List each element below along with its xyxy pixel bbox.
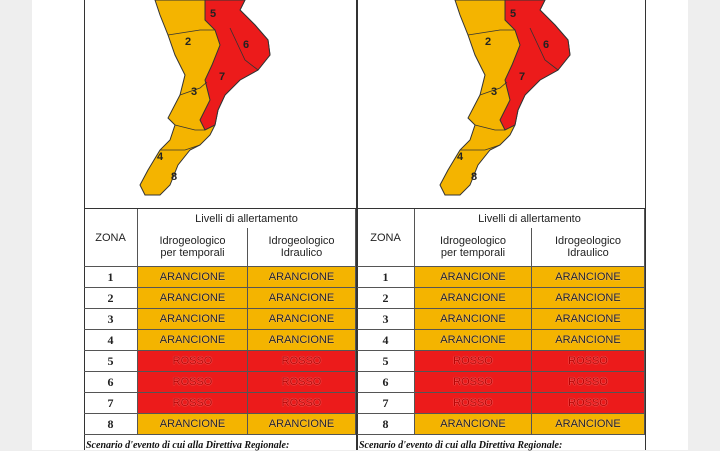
panel-border bbox=[356, 0, 357, 450]
level-cell: ARANCIONE bbox=[248, 330, 356, 351]
level-cell: ROSSO bbox=[248, 351, 356, 372]
zone-cell: 1 bbox=[357, 267, 415, 288]
level-cell: ROSSO bbox=[532, 351, 645, 372]
map-label: 4 bbox=[457, 151, 464, 163]
level-cell: ROSSO bbox=[532, 393, 645, 414]
table-top bbox=[357, 208, 645, 209]
zone-cell: 7 bbox=[84, 393, 138, 414]
level-cell: ARANCIONE bbox=[532, 309, 645, 330]
map-label: 7 bbox=[519, 71, 525, 83]
levels-header: Livelli di allertamento bbox=[415, 209, 645, 228]
table-top bbox=[84, 208, 356, 209]
footer-text: Scenario d'evento di cui alla Direttiva … bbox=[359, 440, 563, 451]
level-cell: ARANCIONE bbox=[415, 414, 532, 435]
map-label: 8 bbox=[171, 171, 177, 183]
column-header: Idrogeologico per temporali bbox=[138, 228, 248, 267]
zone-cell: 5 bbox=[84, 351, 138, 372]
level-cell: ARANCIONE bbox=[248, 267, 356, 288]
zone-border bbox=[460, 144, 501, 151]
zone-header: ZONA bbox=[84, 209, 138, 267]
zone-border bbox=[174, 124, 205, 131]
map-label: 6 bbox=[543, 39, 549, 51]
level-cell: ARANCIONE bbox=[415, 267, 532, 288]
zone-cell: 6 bbox=[84, 372, 138, 393]
level-cell: ROSSO bbox=[415, 351, 532, 372]
map-label: 8 bbox=[471, 171, 477, 183]
level-cell: ARANCIONE bbox=[138, 414, 248, 435]
footer-text: Scenario d'evento di cui alla Direttiva … bbox=[86, 440, 290, 451]
map-label: 3 bbox=[491, 86, 497, 98]
zone-cell: 1 bbox=[84, 267, 138, 288]
zone-cell: 3 bbox=[84, 309, 138, 330]
level-cell: ROSSO bbox=[138, 351, 248, 372]
zone-border bbox=[474, 124, 505, 131]
zone-cell: 5 bbox=[357, 351, 415, 372]
zone-cell: 2 bbox=[357, 288, 415, 309]
map-label: 2 bbox=[485, 36, 491, 48]
panel-border bbox=[645, 0, 646, 450]
zone-cell: 2 bbox=[84, 288, 138, 309]
zone-cell: 4 bbox=[84, 330, 138, 351]
zone-border bbox=[167, 29, 215, 36]
map-label: 7 bbox=[219, 71, 225, 83]
zone-border bbox=[479, 81, 508, 96]
level-cell: ARANCIONE bbox=[532, 267, 645, 288]
level-cell: ARANCIONE bbox=[138, 309, 248, 330]
map-label: 5 bbox=[510, 8, 516, 20]
level-cell: ARANCIONE bbox=[138, 330, 248, 351]
levels-header: Livelli di allertamento bbox=[138, 209, 356, 228]
panel-border bbox=[357, 0, 358, 450]
level-cell: ROSSO bbox=[532, 372, 645, 393]
level-cell: ARANCIONE bbox=[532, 414, 645, 435]
level-cell: ARANCIONE bbox=[248, 414, 356, 435]
zone-cell: 8 bbox=[84, 414, 138, 435]
level-cell: ROSSO bbox=[248, 393, 356, 414]
level-cell: ROSSO bbox=[138, 372, 248, 393]
zone-border bbox=[179, 81, 208, 96]
zone-border bbox=[467, 29, 515, 36]
map-region-red bbox=[499, 0, 571, 131]
level-cell: ARANCIONE bbox=[532, 288, 645, 309]
zone-cell: 7 bbox=[357, 393, 415, 414]
level-cell: ARANCIONE bbox=[415, 330, 532, 351]
map-region-red bbox=[199, 0, 271, 131]
panel-border bbox=[84, 0, 85, 450]
zone-header: ZONA bbox=[357, 209, 415, 267]
level-cell: ARANCIONE bbox=[138, 288, 248, 309]
level-cell: ARANCIONE bbox=[415, 288, 532, 309]
column-header: Idrogeologico per temporali bbox=[415, 228, 532, 267]
map-label: 6 bbox=[243, 39, 249, 51]
map-label: 4 bbox=[157, 151, 164, 163]
zone-border bbox=[160, 144, 201, 151]
level-cell: ARANCIONE bbox=[415, 309, 532, 330]
column-header: Idrogeologico Idraulico bbox=[532, 228, 645, 267]
level-cell: ARANCIONE bbox=[532, 330, 645, 351]
zone-cell: 6 bbox=[357, 372, 415, 393]
level-cell: ROSSO bbox=[248, 372, 356, 393]
zone-cell: 8 bbox=[357, 414, 415, 435]
zone-border bbox=[529, 27, 559, 71]
map-label: 3 bbox=[191, 86, 197, 98]
map-label: 5 bbox=[210, 8, 216, 20]
level-cell: ROSSO bbox=[415, 393, 532, 414]
level-cell: ARANCIONE bbox=[248, 288, 356, 309]
level-cell: ROSSO bbox=[415, 372, 532, 393]
map-label: 2 bbox=[185, 36, 191, 48]
level-cell: ROSSO bbox=[138, 393, 248, 414]
column-header: Idrogeologico Idraulico bbox=[248, 228, 356, 267]
level-cell: ARANCIONE bbox=[138, 267, 248, 288]
zone-border bbox=[229, 27, 259, 71]
zone-cell: 4 bbox=[357, 330, 415, 351]
level-cell: ARANCIONE bbox=[248, 309, 356, 330]
zone-cell: 3 bbox=[357, 309, 415, 330]
